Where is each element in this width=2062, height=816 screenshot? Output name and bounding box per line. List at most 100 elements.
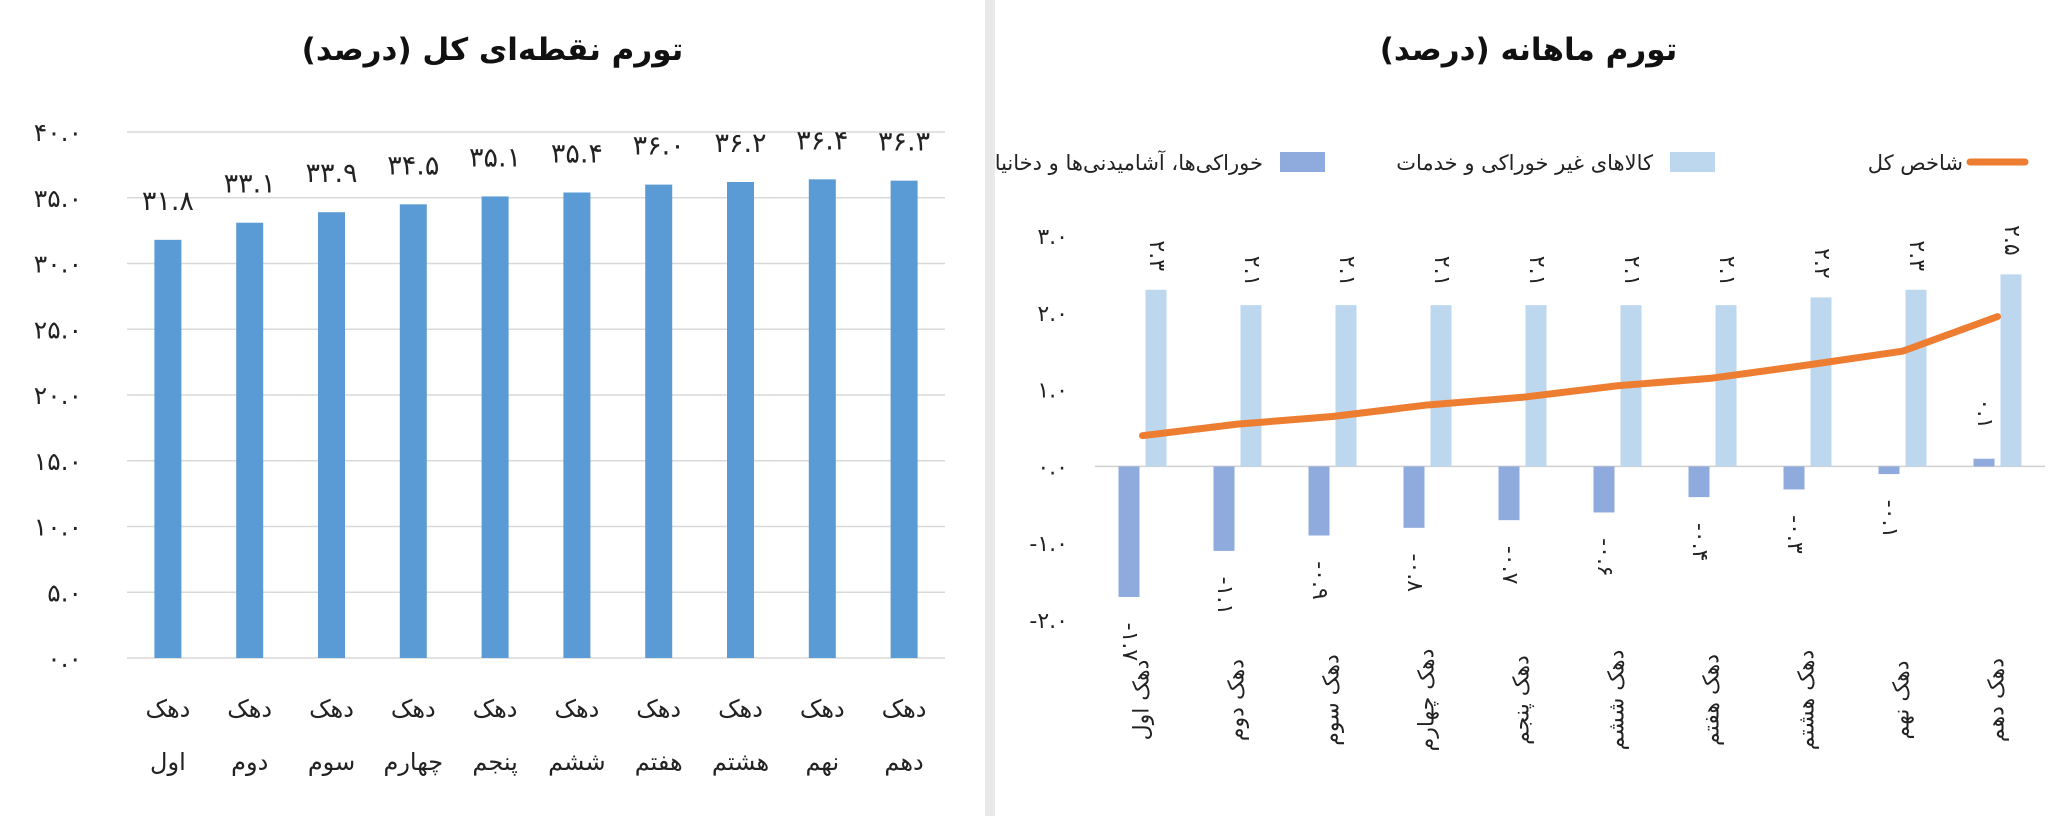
x-tick-label: دهک پنجم [1510, 655, 1535, 745]
bar [1145, 289, 1167, 467]
data-label: -۱.۷ [1117, 623, 1142, 662]
x-tick-label: دوم [231, 748, 268, 776]
legend-swatch [1670, 152, 1715, 172]
x-tick-label: دهک [636, 695, 681, 723]
bar [808, 179, 836, 658]
bar [1905, 289, 1927, 467]
y-tick-label: ۴۰.۰ [34, 118, 82, 147]
bar [727, 181, 754, 658]
x-tick-label: دهک چهارم [1415, 649, 1440, 752]
right-chart-panel: تورم ماهانه (درصد) شاخص کل کالاهای غیر خو… [995, 0, 2062, 816]
x-tick-label: سوم [308, 748, 355, 776]
x-tick-label: دهک نهم [1890, 661, 1915, 740]
data-label: ۳۶.۰ [633, 131, 685, 162]
data-label: ۲.۱ [1714, 256, 1739, 287]
left-chart-panel: تورم نقطه‌ای کل (درصد) ۰.۰ ۵.۰ ۱۰.۰ ۱۵.۰ ۲۰.… [0, 0, 985, 816]
data-label: -۰.۳ [1782, 515, 1807, 554]
x-tick-label: ششم [548, 748, 606, 776]
x-tick-label: دهک [227, 695, 272, 723]
data-label: ۳۱.۸ [142, 186, 194, 217]
x-tick-label: دهک هشتم [1795, 650, 1820, 751]
bar [1118, 466, 1140, 597]
y-tick-label: ۵.۰ [47, 578, 82, 607]
bar [2000, 274, 2022, 467]
bar [563, 192, 591, 659]
bar [1593, 466, 1615, 513]
x-tick-label: دهک [145, 695, 190, 723]
data-label: ۲.۱ [1619, 256, 1644, 287]
bar [1308, 466, 1330, 536]
x-tick-label: دهک سوم [1320, 654, 1345, 746]
data-label: ۳۶.۲ [714, 128, 766, 159]
data-label: ۲.۱ [1239, 256, 1264, 287]
data-label: ۲.۳ [1904, 240, 1929, 271]
data-label: ۲.۱ [1524, 256, 1549, 287]
x-tick-label: دهک [309, 695, 354, 723]
data-label: ۳۶.۴ [796, 125, 848, 156]
monthly-inflation-combo-chart: شاخص کل کالاهای غیر خوراکی و خدمات خوراکی‌… [995, 150, 2045, 752]
x-tick-label: دهک [882, 695, 927, 723]
x-tick-label: اول [150, 748, 186, 776]
y-tick-label: ۳.۰ [1037, 225, 1068, 250]
legend-label: خوراکی‌ها، آشامیدنی‌ها و دخانیات [995, 150, 1263, 175]
right-chart-title: تورم ماهانه (درصد) [1379, 32, 1678, 68]
bar [399, 204, 427, 658]
cumulative-inflation-bar-chart: ۰.۰ ۵.۰ ۱۰.۰ ۱۵.۰ ۲۰.۰ ۲۵.۰ ۳۰.۰ ۳۵.۰ ۴۰.۰ ۳۱.۸ ده… [34, 118, 945, 776]
x-tick-label: دهک اول [1130, 660, 1155, 741]
y-tick-label: -۱.۰ [1029, 532, 1068, 557]
x-tick-label: نهم [805, 748, 839, 776]
x-tick-label: دهم [884, 748, 923, 776]
data-label: -۰.۴ [1687, 523, 1712, 562]
x-tick-label: دهک [473, 695, 518, 723]
data-label: ۳۳.۱ [224, 169, 276, 200]
data-label: -۰.۹ [1307, 561, 1332, 600]
x-tick-label: دهک [718, 695, 763, 723]
y-tick-label: ۰.۰ [1037, 455, 1068, 480]
x-tick-label: پنجم [472, 748, 517, 776]
bar [1525, 305, 1547, 467]
bar [481, 196, 509, 658]
legend-label: شاخص کل [1868, 151, 1963, 175]
bar [645, 184, 673, 658]
x-tick-label: دهک ششم [1605, 650, 1630, 751]
x-tick-label: دهک هفتم [1700, 654, 1725, 746]
x-tick-label: دهک [800, 695, 845, 723]
bar [1240, 305, 1262, 467]
y-tick-label: ۱.۰ [1037, 379, 1068, 404]
bar [1430, 305, 1452, 467]
y-tick-label: ۲.۰ [1037, 302, 1068, 327]
y-tick-label: ۲۵.۰ [34, 315, 82, 344]
bar [1498, 466, 1520, 521]
data-label: -۰.۷ [1497, 546, 1522, 585]
data-label: ۰.۱ [1972, 398, 1997, 429]
x-tick-label: دهک دوم [1225, 659, 1250, 741]
x-tick-label: دهک [391, 695, 436, 723]
series-line [1139, 313, 2001, 440]
y-tick-label: ۰.۰ [47, 644, 82, 673]
y-tick-label: -۲.۰ [1029, 609, 1068, 634]
x-tick-label: دهک دهم [1985, 658, 2010, 742]
bar [318, 212, 345, 658]
bar [236, 222, 264, 659]
data-label: ۲.۱ [1429, 256, 1454, 287]
x-tick-label: دهک [554, 695, 599, 723]
bar [1973, 458, 1995, 467]
y-tick-label: ۲۰.۰ [34, 381, 82, 410]
data-label: ۲.۳ [1144, 240, 1169, 271]
data-label: -۰.۶ [1592, 538, 1617, 577]
bar [154, 239, 182, 658]
data-label: ۲.۲ [1809, 248, 1834, 279]
x-tick-label: چهارم [383, 748, 443, 776]
legend-label: کالاهای غیر خوراکی و خدمات [1396, 151, 1653, 175]
bar [890, 180, 918, 658]
y-tick-label: ۳۰.۰ [34, 250, 82, 279]
data-label: ۳۶.۳ [878, 127, 930, 158]
bar [1715, 305, 1737, 467]
data-label: ۳۵.۴ [551, 138, 603, 169]
bar [1335, 305, 1357, 467]
bar [1688, 466, 1710, 498]
y-tick-label: ۱۰.۰ [34, 513, 82, 542]
data-label: -۰.۸ [1402, 554, 1427, 593]
data-label: -۰.۱ [1877, 500, 1902, 539]
left-chart-title: تورم نقطه‌ای کل (درصد) [301, 32, 684, 68]
